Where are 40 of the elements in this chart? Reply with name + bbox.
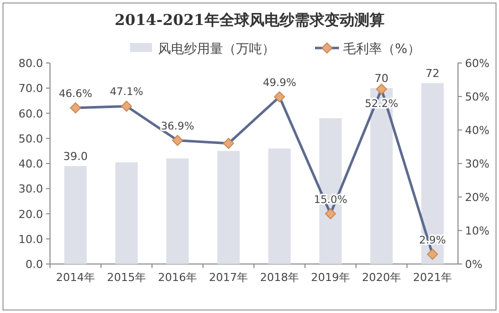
y2-tick-label: 20%	[465, 191, 490, 204]
y2-tick-label: 30%	[465, 158, 490, 170]
data-label: 36.9%	[160, 120, 194, 132]
y-tick-label: 60.0	[18, 107, 43, 120]
data-label: 39.0	[63, 150, 88, 164]
legend-label: 风电纱用量（万吨）	[158, 42, 275, 57]
data-label: 46.6%	[58, 88, 92, 100]
y2-tick-label: 10%	[465, 224, 490, 238]
y2-tick-label: 0%	[465, 258, 482, 271]
x-tick-label: 2014年	[56, 271, 95, 284]
x-tick-label: 2021年	[413, 271, 452, 284]
bar	[421, 83, 444, 264]
y-tick-label: 40.0	[18, 158, 43, 170]
x-tick-label: 2017年	[209, 271, 248, 284]
data-label: 70	[374, 72, 388, 86]
x-tick-label: 2020年	[362, 271, 401, 284]
data-label: 47.1%	[110, 86, 144, 98]
y-tick-label: 20.0	[18, 208, 43, 221]
bar	[64, 166, 87, 264]
bar	[115, 162, 138, 264]
bar	[166, 158, 189, 264]
chart-title: 2014-2021年全球风电纱需求变动测算	[114, 11, 384, 29]
x-tick-label: 2016年	[158, 271, 197, 284]
y-tick-label: 0.0	[26, 258, 43, 271]
y-tick-label: 70.0	[18, 82, 43, 96]
x-tick-label: 2015年	[107, 271, 146, 284]
legend-label: 毛利率（%）	[343, 41, 420, 57]
x-tick-label: 2018年	[260, 271, 299, 284]
x-tick-label: 2019年	[311, 271, 350, 284]
y2-tick-label: 40%	[465, 124, 490, 137]
data-label: 49.9%	[262, 76, 296, 89]
y-tick-label: 80.0	[18, 57, 43, 70]
y-tick-label: 50.0	[18, 132, 43, 146]
y-tick-label: 30.0	[18, 182, 43, 196]
data-label: 72	[426, 67, 440, 80]
bar	[217, 150, 240, 264]
y2-tick-label: 60%	[465, 57, 490, 70]
bar	[268, 148, 291, 264]
y2-tick-label: 50%	[465, 90, 490, 104]
y-tick-label: 10.0	[18, 232, 43, 246]
